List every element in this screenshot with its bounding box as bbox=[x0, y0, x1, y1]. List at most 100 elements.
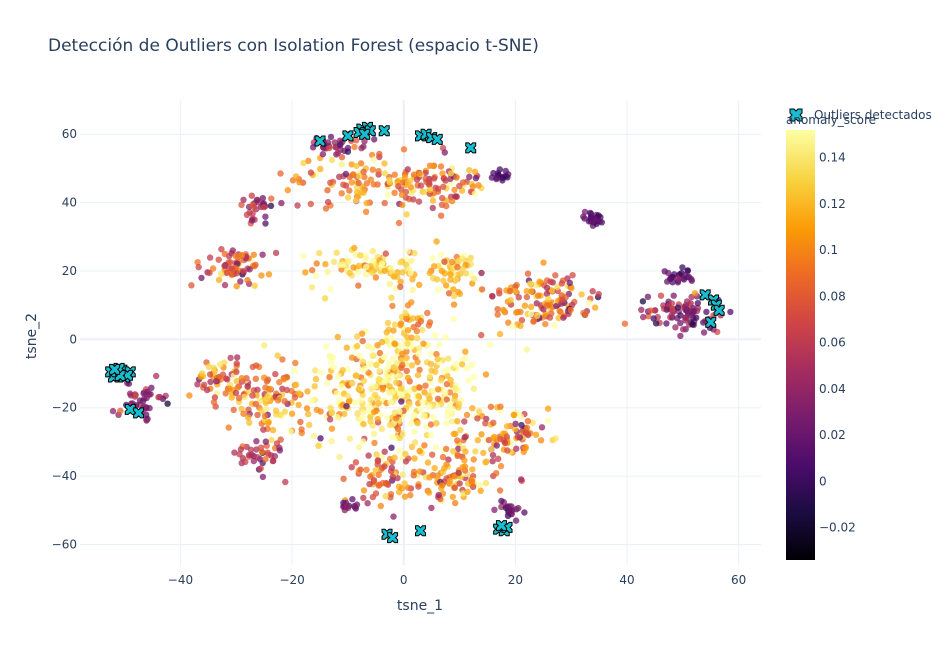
data-point bbox=[472, 175, 480, 182]
data-point bbox=[228, 394, 235, 401]
data-point bbox=[345, 258, 352, 265]
data-point bbox=[387, 467, 395, 475]
data-point bbox=[454, 418, 461, 425]
data-point bbox=[543, 290, 551, 297]
data-point bbox=[426, 186, 434, 193]
y-axis-title: tsne_2 bbox=[24, 313, 40, 359]
data-point bbox=[365, 452, 372, 459]
data-point bbox=[411, 455, 418, 462]
outlier-point bbox=[713, 304, 725, 316]
data-point bbox=[334, 414, 341, 421]
data-point bbox=[328, 156, 336, 164]
data-point bbox=[544, 405, 552, 412]
data-point bbox=[411, 250, 418, 257]
data-point bbox=[507, 287, 514, 295]
data-point bbox=[253, 196, 261, 204]
x-tick-label: −40 bbox=[168, 573, 193, 587]
data-point bbox=[683, 298, 691, 305]
data-point bbox=[382, 250, 389, 257]
data-point bbox=[381, 353, 388, 361]
data-point bbox=[362, 255, 369, 262]
data-point bbox=[469, 466, 476, 473]
data-point bbox=[398, 191, 406, 198]
colorbar-ticks: −0.02 0 0.02 0.04 0.06 0.08 0.1 0.12 0.14 bbox=[819, 151, 856, 535]
data-point bbox=[274, 352, 281, 359]
data-point bbox=[374, 461, 381, 468]
data-point bbox=[388, 294, 395, 301]
data-point bbox=[528, 303, 535, 310]
data-point bbox=[434, 395, 442, 402]
data-point bbox=[638, 306, 645, 313]
data-point bbox=[468, 361, 476, 368]
data-point bbox=[315, 442, 322, 449]
data-point bbox=[521, 302, 529, 309]
data-point bbox=[360, 420, 367, 428]
data-point bbox=[370, 257, 377, 265]
data-point bbox=[509, 323, 516, 330]
data-point bbox=[429, 197, 437, 204]
data-point bbox=[327, 285, 334, 293]
data-point bbox=[523, 293, 531, 301]
data-point bbox=[415, 198, 423, 205]
data-point bbox=[443, 396, 450, 403]
data-point bbox=[252, 400, 259, 408]
data-point bbox=[458, 361, 466, 368]
data-point bbox=[392, 394, 399, 401]
data-point bbox=[155, 394, 162, 401]
data-point bbox=[198, 274, 205, 282]
data-point bbox=[382, 480, 390, 487]
y-tick-label: 40 bbox=[62, 196, 77, 210]
data-point bbox=[372, 490, 380, 497]
data-point bbox=[282, 478, 289, 486]
data-point bbox=[251, 282, 258, 289]
data-point bbox=[346, 187, 353, 194]
data-point bbox=[482, 479, 490, 487]
data-point bbox=[351, 504, 359, 511]
data-point bbox=[559, 296, 566, 304]
data-point bbox=[391, 454, 398, 461]
data-point bbox=[390, 327, 397, 334]
data-point bbox=[464, 488, 471, 496]
data-point bbox=[434, 185, 442, 192]
data-point bbox=[453, 174, 460, 181]
data-point bbox=[494, 311, 501, 318]
data-point bbox=[307, 169, 315, 176]
data-point bbox=[700, 329, 708, 336]
data-point bbox=[489, 458, 496, 465]
y-tick-label: 0 bbox=[69, 332, 77, 346]
data-point bbox=[405, 455, 412, 462]
data-point bbox=[372, 383, 379, 390]
data-point bbox=[674, 304, 682, 311]
data-point bbox=[355, 262, 363, 269]
data-point bbox=[478, 286, 486, 293]
data-point bbox=[309, 267, 316, 274]
data-point bbox=[433, 420, 440, 427]
data-point bbox=[353, 372, 360, 379]
data-point bbox=[361, 365, 369, 372]
data-point bbox=[408, 420, 415, 427]
data-point bbox=[369, 345, 376, 352]
data-point bbox=[672, 324, 679, 331]
data-point bbox=[430, 414, 437, 421]
data-point bbox=[476, 482, 483, 489]
data-point bbox=[427, 421, 435, 428]
data-point bbox=[378, 260, 386, 267]
data-point bbox=[355, 179, 362, 187]
legend[interactable]: Outliers detectados bbox=[789, 108, 932, 122]
data-point bbox=[339, 367, 346, 374]
data-point bbox=[461, 457, 468, 464]
data-point bbox=[371, 136, 378, 143]
data-point bbox=[272, 370, 279, 378]
data-point bbox=[354, 410, 361, 417]
data-point bbox=[389, 473, 396, 481]
data-point bbox=[297, 418, 304, 426]
data-point bbox=[419, 326, 426, 334]
data-point bbox=[582, 311, 589, 318]
data-point bbox=[348, 179, 355, 186]
data-point bbox=[508, 507, 516, 514]
data-point bbox=[308, 397, 315, 404]
data-point bbox=[397, 283, 404, 291]
data-point bbox=[441, 368, 449, 375]
data-point bbox=[427, 360, 435, 368]
